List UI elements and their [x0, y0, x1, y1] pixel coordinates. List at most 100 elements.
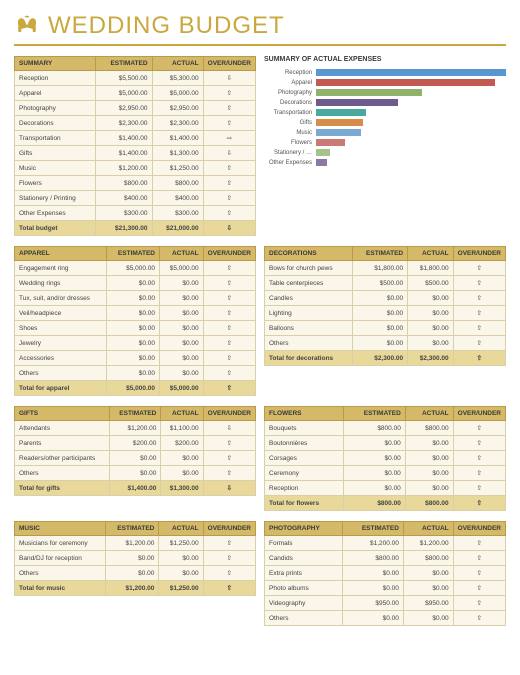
- table-row: Photo albums$0.00$0.00: [265, 581, 506, 596]
- apparel-table-wrap: APPARELESTIMATEDACTUALOVER/UNDEREngageme…: [14, 246, 256, 396]
- cell-actual: $800.00: [152, 176, 203, 191]
- cell-category: Accessories: [15, 351, 107, 366]
- arrow-icon: [227, 585, 232, 592]
- col-overunder: OVER/UNDER: [203, 57, 255, 71]
- table-total-row: Total for apparel$5,000.00$5,000.00: [15, 381, 256, 396]
- cell-actual: $2,300.00: [152, 116, 203, 131]
- table-row: Bouquets$800.00$800.00: [265, 421, 506, 436]
- cell-category: Bouquets: [265, 421, 344, 436]
- col-estimated: ESTIMATED: [343, 522, 403, 536]
- arrow-icon: [477, 470, 482, 477]
- cell-estimated: $1,800.00: [352, 261, 407, 276]
- cell-category: Others: [15, 466, 110, 481]
- chart-bar-wrap: [316, 119, 506, 126]
- arrow-icon: [227, 440, 232, 447]
- arrow-icon: [227, 470, 232, 477]
- cell-estimated: $0.00: [352, 321, 407, 336]
- arrow-icon: [227, 75, 232, 82]
- cell-estimated: $1,200.00: [105, 581, 159, 596]
- cell-category: Other Expenses: [15, 206, 96, 221]
- arrow-icon: [227, 540, 232, 547]
- cell-category: Musicians for ceremony: [15, 536, 106, 551]
- cell-estimated: $0.00: [105, 566, 159, 581]
- chart-row: Apparel: [264, 79, 506, 86]
- col-estimated: ESTIMATED: [352, 247, 407, 261]
- cell-indicator: [203, 191, 255, 206]
- table-header-row: MUSICESTIMATEDACTUALOVER/UNDER: [15, 522, 256, 536]
- cell-estimated: $0.00: [106, 336, 159, 351]
- arrow-icon: [227, 310, 232, 317]
- table-row: Readers/other participants$0.00$0.00: [15, 451, 256, 466]
- decorations-table-wrap: DECORATIONSESTIMATEDACTUALOVER/UNDERBows…: [264, 246, 506, 366]
- cell-estimated: $1,200.00: [343, 536, 403, 551]
- table-row: Musicians for ceremony$1,200.00$1,250.00: [15, 536, 256, 551]
- chart-label: Stationery / …: [264, 150, 312, 156]
- arrow-icon: [227, 90, 232, 97]
- cell-indicator: [203, 351, 255, 366]
- chart-bar: [316, 79, 495, 86]
- table-row: Candles$0.00$0.00: [265, 291, 506, 306]
- col-category: FLOWERS: [265, 407, 344, 421]
- col-overunder: OVER/UNDER: [203, 247, 255, 261]
- cell-actual: $5,000.00: [152, 86, 203, 101]
- arrow-icon: [227, 570, 232, 577]
- cell-indicator: [453, 351, 505, 366]
- cell-indicator: [203, 566, 255, 581]
- summary-table: SUMMARYESTIMATEDACTUALOVER/UNDERReceptio…: [14, 56, 256, 236]
- arrow-icon: [227, 210, 232, 217]
- arrow-icon: [477, 325, 482, 332]
- flowers-table: FLOWERSESTIMATEDACTUALOVER/UNDERBouquets…: [264, 406, 506, 511]
- cell-indicator: [453, 611, 505, 626]
- cell-category: Total budget: [15, 221, 96, 236]
- cell-category: Reception: [15, 71, 96, 86]
- chart-bar: [316, 109, 366, 116]
- chart-bar-wrap: [316, 89, 506, 96]
- cell-actual: $2,300.00: [408, 351, 454, 366]
- col-actual: ACTUAL: [161, 407, 203, 421]
- cell-estimated: $0.00: [344, 481, 406, 496]
- cell-indicator: [203, 466, 255, 481]
- table-row: Others$0.00$0.00: [265, 336, 506, 351]
- col-category: DECORATIONS: [265, 247, 353, 261]
- cell-actual: $0.00: [403, 611, 453, 626]
- cell-actual: $1,250.00: [152, 161, 203, 176]
- table-row: Candids$800.00$800.00: [265, 551, 506, 566]
- table-row: Band/DJ for reception$0.00$0.00: [15, 551, 256, 566]
- arrow-icon: [227, 355, 232, 362]
- table-row: Shoes$0.00$0.00: [15, 321, 256, 336]
- chart-bar: [316, 89, 422, 96]
- cell-estimated: $800.00: [95, 176, 152, 191]
- cell-estimated: $300.00: [95, 206, 152, 221]
- cell-actual: $0.00: [161, 451, 203, 466]
- table-row: Reception$5,500.00$5,300.00: [15, 71, 256, 86]
- arrow-icon: [477, 600, 482, 607]
- chart-bar-wrap: [316, 159, 506, 166]
- cell-indicator: [203, 206, 255, 221]
- cell-category: Others: [265, 611, 343, 626]
- cell-indicator: [203, 176, 255, 191]
- cell-actual: $1,300.00: [152, 146, 203, 161]
- chart-label: Flowers: [264, 140, 312, 146]
- cell-category: Total for music: [15, 581, 106, 596]
- cell-estimated: $2,950.00: [95, 101, 152, 116]
- cell-actual: $0.00: [160, 291, 204, 306]
- page-header: WEDDING BUDGET: [14, 12, 506, 46]
- cell-category: Total for decorations: [265, 351, 353, 366]
- table-row: Other Expenses$300.00$300.00: [15, 206, 256, 221]
- cell-estimated: $800.00: [344, 496, 406, 511]
- arrow-icon: [227, 485, 232, 492]
- arrow-icon: [477, 355, 482, 362]
- cell-category: Candids: [265, 551, 343, 566]
- cell-estimated: $0.00: [106, 306, 159, 321]
- cell-actual: $0.00: [160, 321, 204, 336]
- music-table-wrap: MUSICESTIMATEDACTUALOVER/UNDERMusicians …: [14, 521, 256, 596]
- table-row: Others$0.00$0.00: [15, 466, 256, 481]
- table-row: Bows for church pews$1,800.00$1,800.00: [265, 261, 506, 276]
- cell-actual: $1,300.00: [161, 481, 203, 496]
- chart-label: Reception: [264, 70, 312, 76]
- cell-estimated: $0.00: [344, 466, 406, 481]
- table-row: Reception$0.00$0.00: [265, 481, 506, 496]
- table-total-row: Total budget$21,300.00$21,000.00: [15, 221, 256, 236]
- arrow-icon: [227, 295, 232, 302]
- cell-category: Ceremony: [265, 466, 344, 481]
